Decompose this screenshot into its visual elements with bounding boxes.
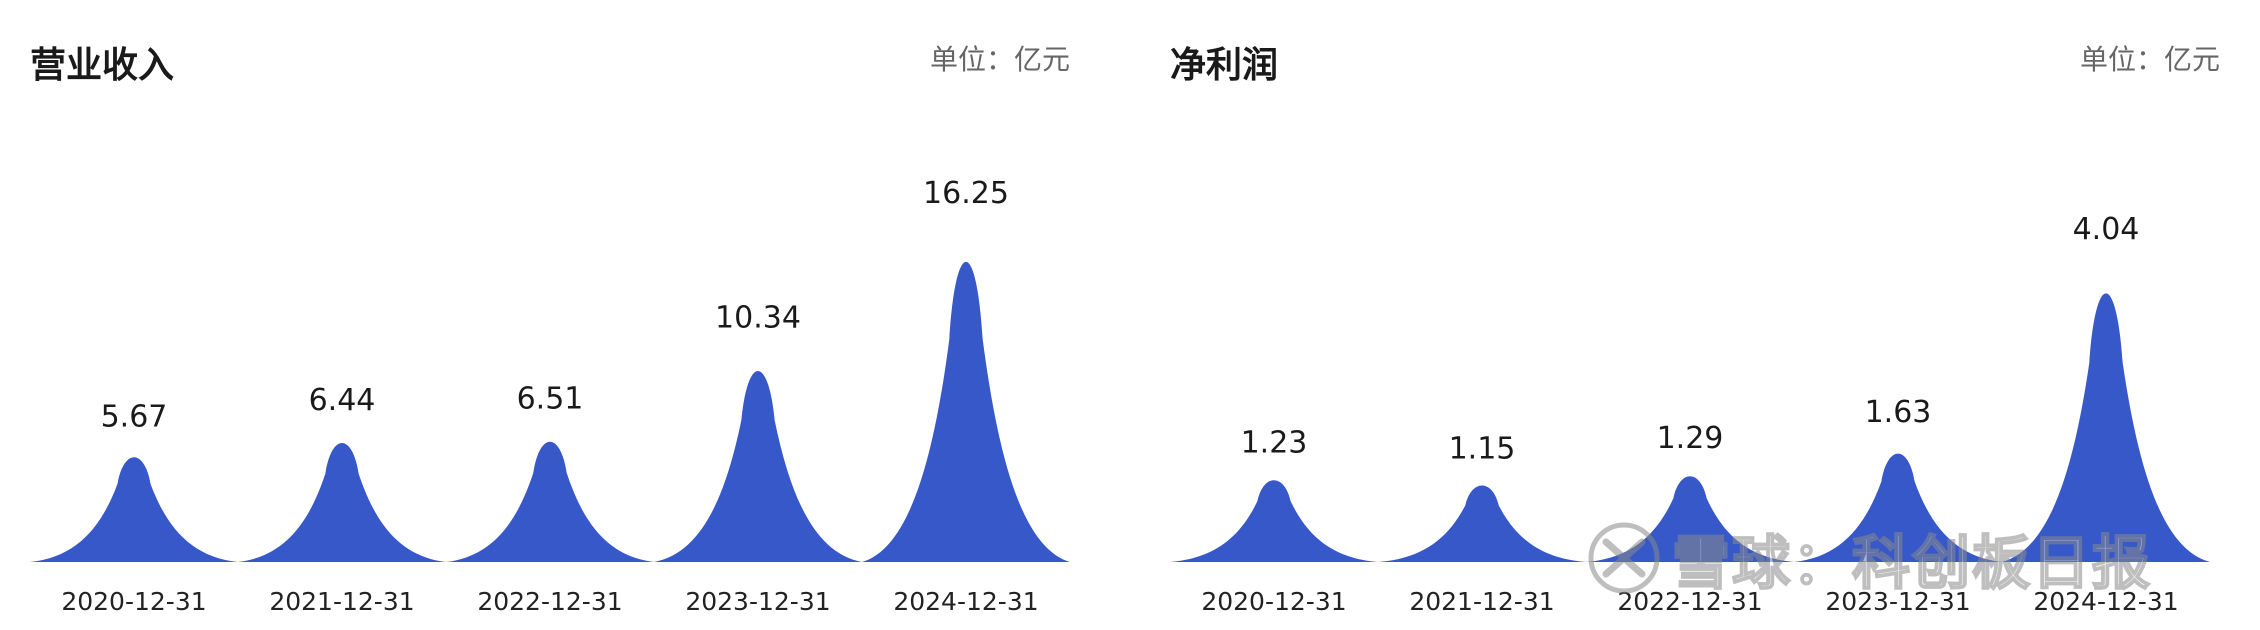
revenue-bar (862, 261, 1070, 562)
revenue-bar (654, 371, 862, 562)
net-profit-bar (1794, 453, 2002, 562)
revenue-unit-label: 单位：亿元 (929, 43, 1070, 76)
revenue-x-tick-label: 2021-12-31 (269, 587, 414, 616)
net-profit-bar (1378, 485, 1586, 562)
net-profit-unit-label: 单位：亿元 (2079, 43, 2220, 76)
net-profit-chart: 1.23 2020-12-31 1.15 2021-12-31 1.29 2022-12-… (1170, 212, 2210, 616)
net-profit-bar (1170, 480, 1378, 562)
revenue-chart: 5.67 2020-12-31 6.44 2021-12-31 6.51 2022-12-… (30, 176, 1070, 616)
net-profit-value-label: 1.63 (1865, 395, 1932, 430)
net-profit-value-label: 1.23 (1241, 426, 1308, 461)
revenue-bar (30, 457, 238, 562)
net-profit-value-label: 1.29 (1657, 421, 1724, 456)
revenue-x-tick-label: 2023-12-31 (685, 587, 830, 616)
net-profit-chart-title: 净利润 (1170, 45, 1279, 86)
revenue-value-label: 6.44 (309, 383, 376, 418)
revenue-chart-title: 营业收入 (30, 45, 175, 86)
net-profit-bar (1586, 476, 1794, 562)
net-profit-x-tick-label: 2022-12-31 (1617, 587, 1762, 616)
revenue-bar (446, 441, 654, 562)
revenue-value-label: 5.67 (101, 399, 168, 434)
net-profit-panel: 净利润 单位：亿元 1.23 2020-12-31 1.15 2021-12-31 1.… (1150, 0, 2260, 630)
revenue-x-tick-label: 2022-12-31 (477, 587, 622, 616)
revenue-x-tick-label: 2024-12-31 (893, 587, 1038, 616)
net-profit-x-tick-label: 2023-12-31 (1825, 587, 1970, 616)
net-profit-bar (2002, 293, 2210, 562)
net-profit-x-tick-label: 2021-12-31 (1409, 587, 1554, 616)
revenue-value-label: 10.34 (715, 301, 801, 336)
net-profit-value-label: 4.04 (2073, 212, 2140, 247)
revenue-bar (238, 443, 446, 562)
revenue-panel: 营业收入 单位：亿元 5.67 2020-12-31 6.44 2021-12-31 6… (30, 43, 1070, 616)
net-profit-value-label: 1.15 (1449, 432, 1516, 467)
revenue-value-label: 16.25 (923, 176, 1009, 211)
revenue-x-tick-label: 2020-12-31 (61, 587, 206, 616)
net-profit-x-tick-label: 2020-12-31 (1201, 587, 1346, 616)
revenue-value-label: 6.51 (517, 382, 584, 417)
net-profit-x-tick-label: 2024-12-31 (2033, 587, 2178, 616)
